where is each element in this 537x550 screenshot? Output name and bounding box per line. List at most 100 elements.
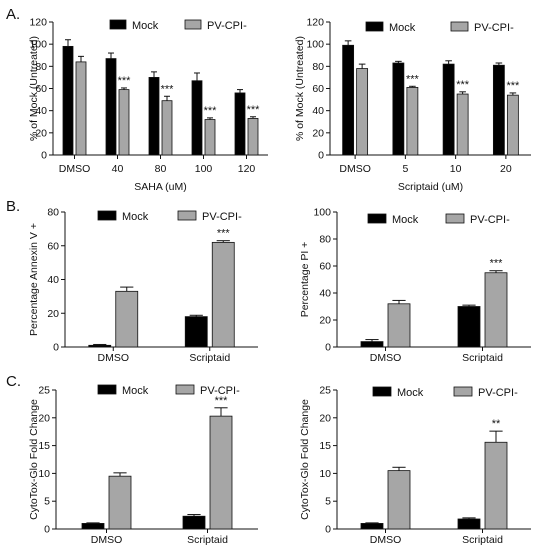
legend-label-pv-cpi: PV-CPI- [207,20,247,32]
y-tick-label: 20 [47,308,59,320]
bar-pv-cpi [387,470,411,530]
bar-mock [184,316,208,348]
legend-label-pv-cpi: PV-CPI- [470,214,510,226]
y-tick-label: 120 [29,17,47,29]
bar-pv-cpi [118,89,130,156]
bar-pv-cpi [247,118,259,156]
x-category-label: Scriptaid [189,352,230,364]
legend-swatch-pv-cpi [184,19,202,30]
bar-pv-cpi [484,441,508,530]
y-tick-label: 5 [325,496,331,508]
bar-pv-cpi [209,415,233,530]
y-tick-label: 20 [312,127,324,139]
legend-swatch-mock [97,210,117,221]
bar-pv-cpi [75,61,87,156]
bar-mock [392,62,405,156]
x-category-label: 5 [402,163,408,175]
x-category-label: 20 [500,163,512,175]
y-axis-title: % of Mock (Untreated) [28,36,40,141]
legend-swatch-pv-cpi [177,210,197,221]
y-tick-label: 120 [306,17,324,29]
y-tick-label: 60 [47,240,59,252]
x-category-label: DMSO [370,534,402,546]
x-axis-title: Scriptaid (uM) [398,181,463,193]
y-tick-label: 5 [44,496,50,508]
y-tick-label: 60 [319,261,331,273]
y-tick-label: 100 [29,39,47,51]
bar-pv-cpi [115,290,139,348]
x-category-label: 100 [195,163,213,175]
x-category-label: DMSO [91,534,123,546]
y-tick-label: 80 [35,61,47,73]
y-tick-label: 20 [35,127,47,139]
significance-label: *** [456,79,470,91]
y-tick-label: 20 [38,412,50,424]
significance-label: *** [406,73,420,85]
bar-mock [88,344,112,348]
bar-mock [342,44,355,156]
significance-label: *** [506,80,520,92]
y-axis-title: Percentage PI + [299,242,311,318]
chart-6: 0 5 10 15 20 25 CytoTox-Glo Fold Change DMSO Scr… [299,385,531,546]
legend-label-pv-cpi: PV-CPI- [478,387,518,399]
x-category-label: DMSO [370,352,402,364]
significance-label: *** [217,228,231,240]
bar-pv-cpi [506,94,519,156]
bar-pv-cpi [211,241,235,348]
legend-swatch-pv-cpi [450,21,469,32]
bar-pv-cpi [484,272,508,348]
bar-mock [81,523,105,530]
legend-label-mock: Mock [132,20,159,32]
bar-pv-cpi [108,475,132,530]
bar-mock [191,80,203,156]
bar-mock [457,518,481,530]
y-tick-label: 25 [38,385,50,397]
bar-pv-cpi [204,119,216,156]
legend-label-pv-cpi: PV-CPI- [200,385,240,397]
y-tick-label: 100 [313,207,331,219]
y-tick-label: 60 [35,83,47,95]
bar-mock [234,92,246,156]
y-axis-title: Percentage Annexin V + [28,223,40,336]
y-tick-label: 0 [41,150,47,162]
y-axis-title: CytoTox-Glo Fold Change [28,399,40,520]
y-tick-label: 25 [319,385,331,397]
y-tick-label: 15 [38,440,50,452]
y-tick-label: 10 [38,468,50,480]
legend-swatch-mock [367,213,387,224]
significance-label: *** [490,258,504,270]
legend-swatch-mock [372,386,392,397]
x-category-label: DMSO [339,163,371,175]
y-tick-label: 40 [319,288,331,300]
bar-mock [492,64,505,156]
panel-label-c: C. [6,373,21,390]
y-tick-label: 20 [319,315,331,327]
x-category-label: Scriptaid [187,534,228,546]
y-tick-label: 40 [47,274,59,286]
y-tick-label: 40 [35,105,47,117]
bar-mock [360,341,384,348]
chart-4: 0 20 40 60 80 100 Percentage PI + DMSO Scriptaid… [299,207,531,364]
x-category-label: 80 [155,163,167,175]
significance-label: *** [247,104,261,116]
legend-label-mock: Mock [122,385,149,397]
x-category-label: DMSO [98,352,130,364]
significance-label: *** [118,75,132,87]
significance-label: *** [215,395,229,407]
bar-mock [62,45,74,156]
significance-label: *** [161,83,175,95]
legend-label-mock: Mock [392,214,419,226]
bar-mock [105,58,117,156]
x-category-label: Scriptaid [462,352,503,364]
legend-swatch-mock [97,384,117,395]
y-tick-label: 20 [319,412,331,424]
panel-label-a: A. [6,6,20,23]
legend-swatch-mock [109,19,127,30]
legend-label-pv-cpi: PV-CPI- [202,211,242,223]
legend-label-mock: Mock [122,211,149,223]
y-tick-label: 15 [319,440,331,452]
bar-pv-cpi [356,68,369,156]
bar-pv-cpi [387,303,411,348]
bar-mock [442,63,455,156]
y-tick-label: 40 [312,105,324,117]
